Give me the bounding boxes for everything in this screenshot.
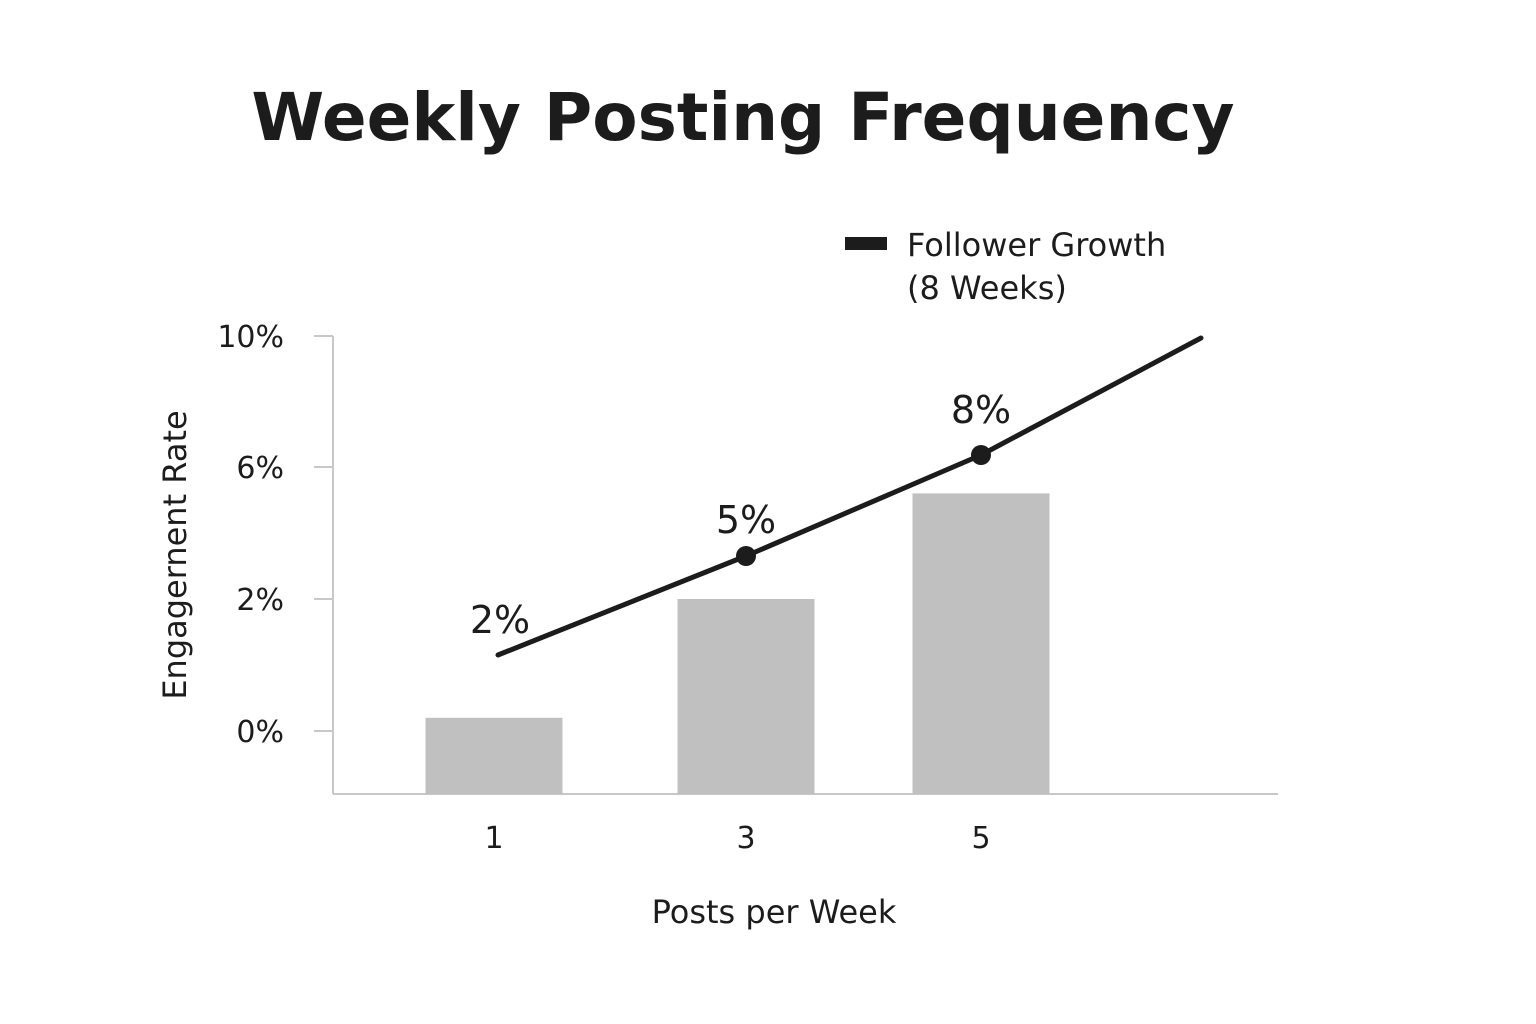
legend-swatch — [845, 237, 887, 250]
point-label: 8% — [951, 388, 1011, 432]
x-tick-label: 5 — [971, 821, 990, 856]
y-ticks: 10% 6% 2% 0% — [217, 320, 333, 750]
bar — [677, 599, 815, 794]
bar — [425, 717, 563, 794]
x-tick-label: 3 — [736, 821, 755, 856]
x-ticks: 1 3 5 — [484, 821, 990, 856]
y-tick-label: 2% — [236, 583, 284, 618]
chart-title: Weekly Posting Frequency — [251, 79, 1234, 156]
x-tick-label: 1 — [484, 821, 503, 856]
y-axis-title: Engagernent Rate — [156, 410, 194, 699]
bars — [425, 493, 1050, 794]
y-tick-label: 0% — [236, 715, 284, 750]
line-series: 2% 5% 8% — [470, 335, 1204, 658]
follower-growth-line — [495, 335, 1204, 658]
point-label: 5% — [716, 498, 776, 542]
legend-label-line1: Follower Growth — [907, 226, 1166, 264]
x-axis-title: Posts per Week — [652, 893, 897, 931]
y-tick-label: 6% — [236, 451, 284, 486]
legend-label-line2: (8 Weeks) — [907, 269, 1067, 307]
legend: Follower Growth (8 Weeks) — [845, 226, 1166, 307]
y-tick-label: 10% — [217, 320, 284, 355]
line-point — [736, 546, 756, 566]
bar — [912, 493, 1050, 794]
line-point — [971, 445, 991, 465]
point-label: 2% — [470, 598, 530, 642]
